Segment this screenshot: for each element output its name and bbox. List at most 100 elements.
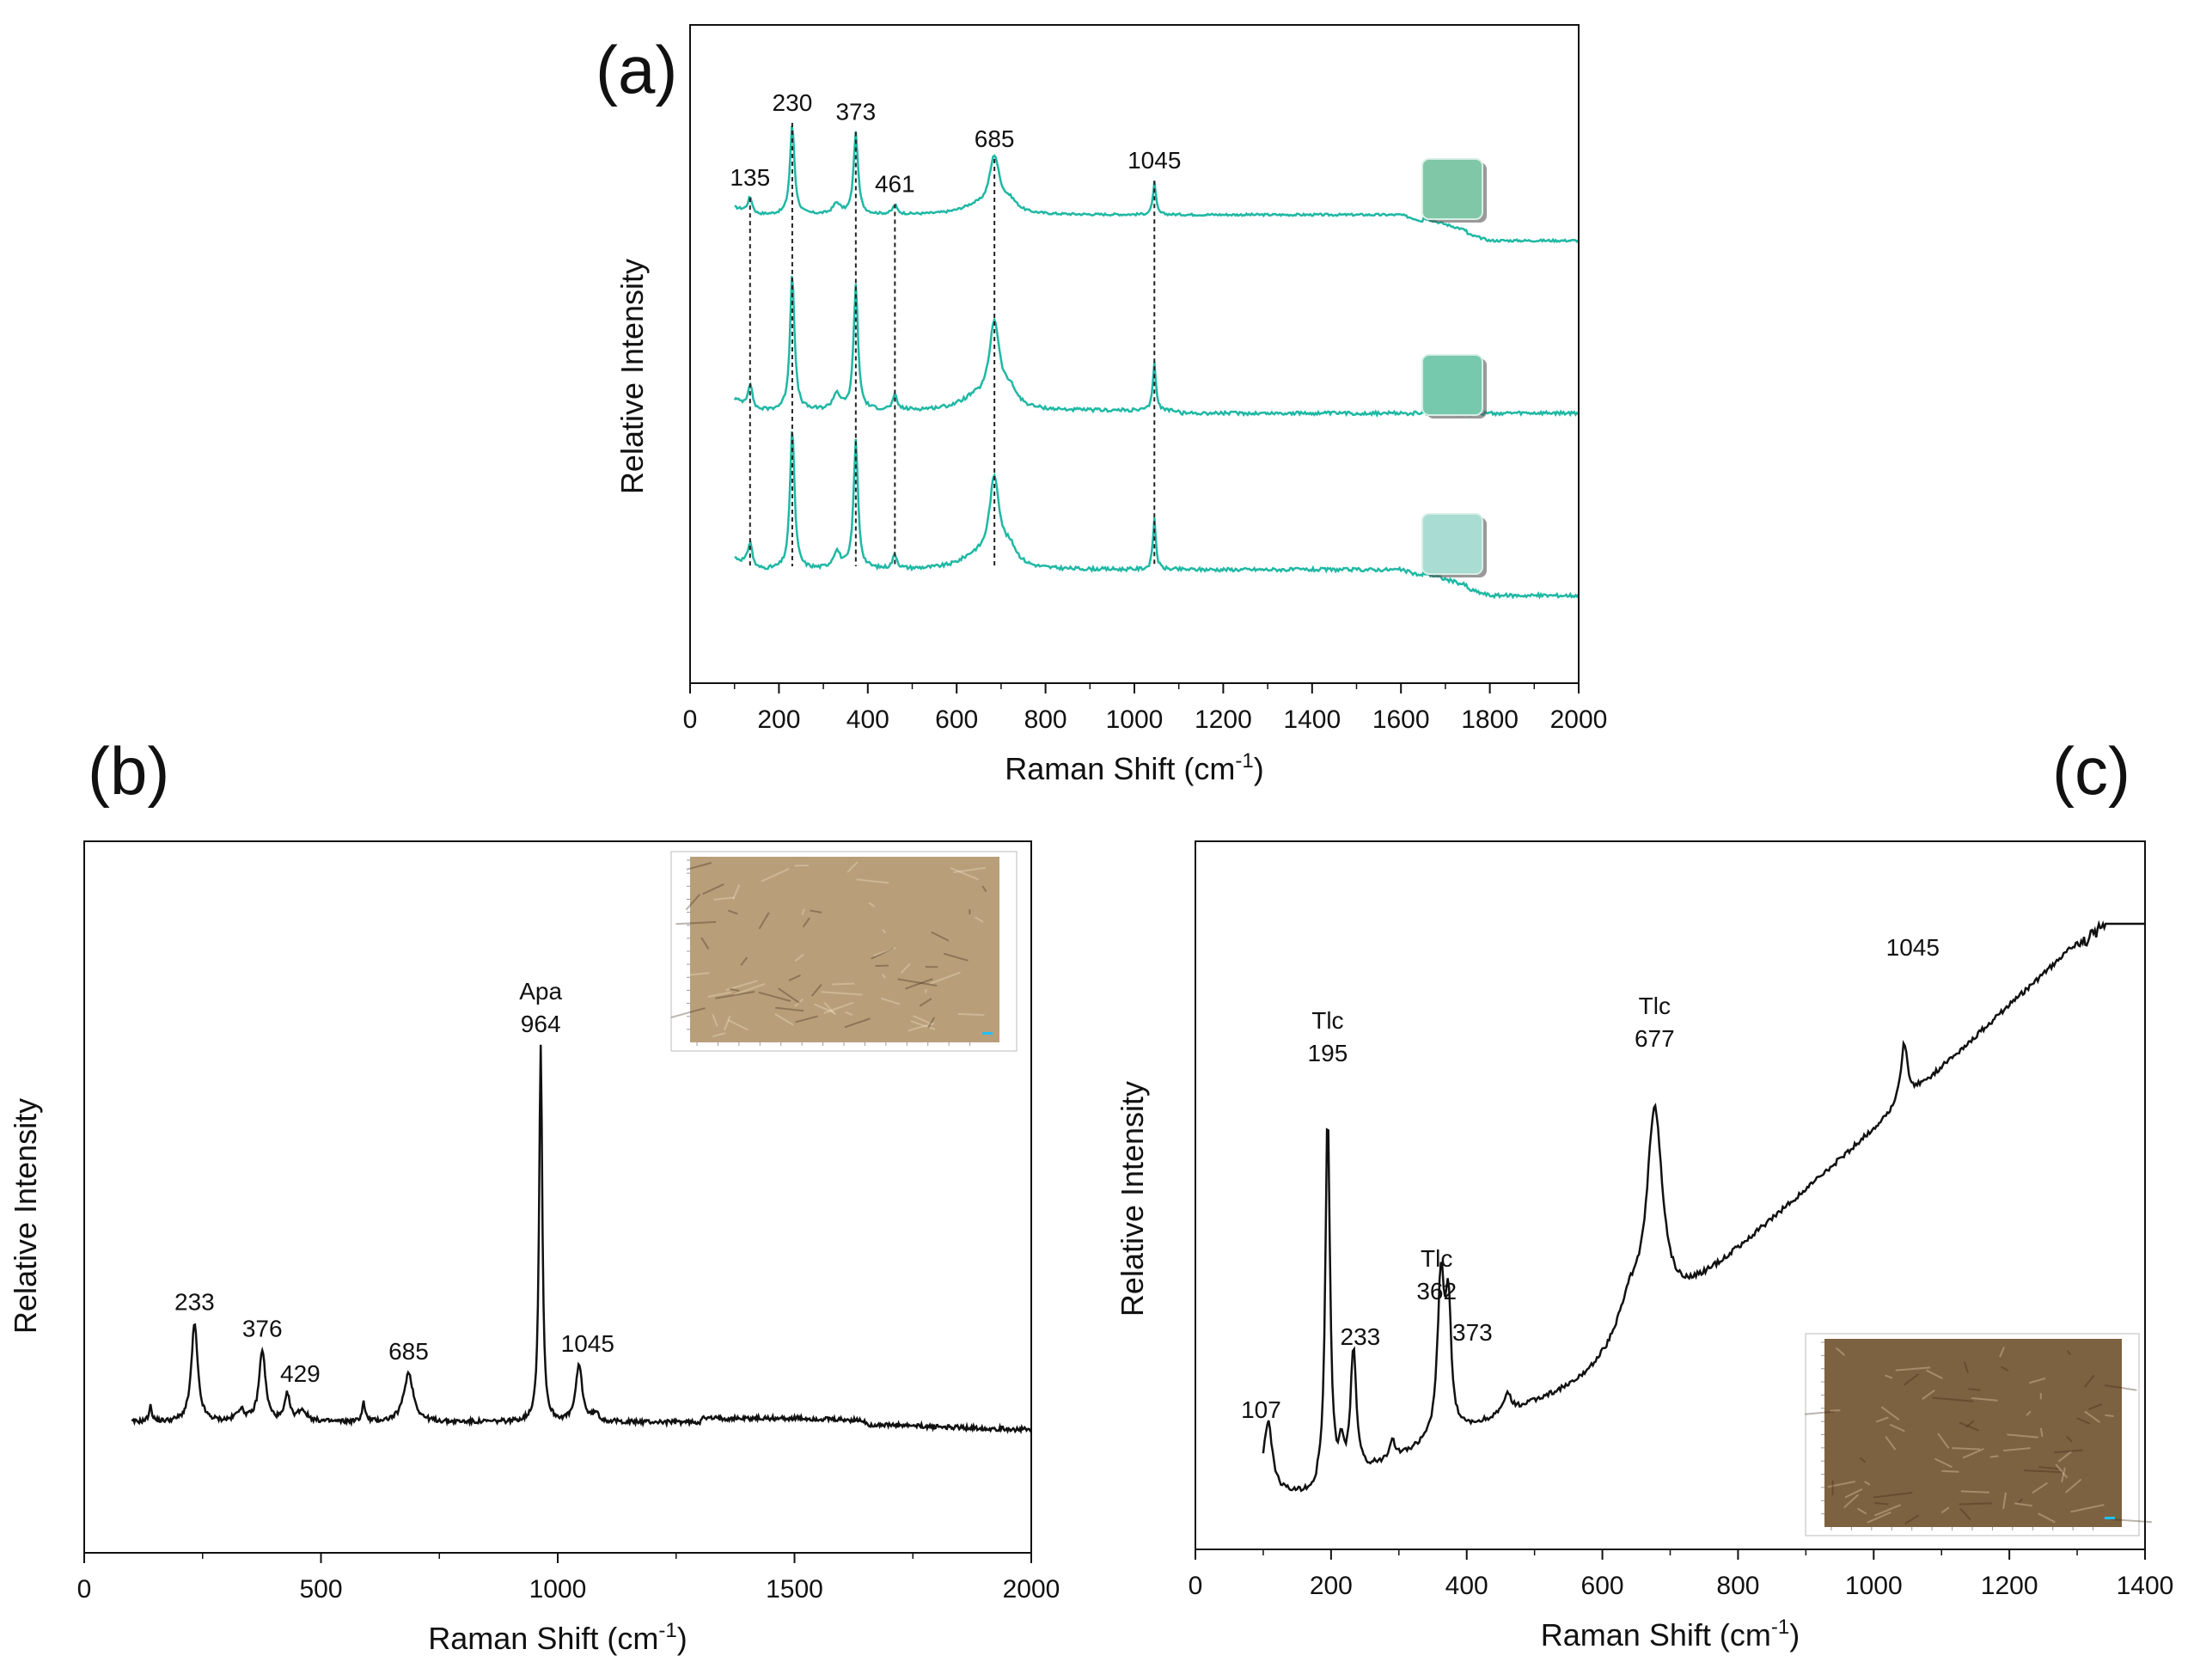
texture-streak [802,917,810,928]
texture-streak [1880,1406,1900,1421]
x-tick-label: 1200 [1981,1572,2038,1600]
x-tick-label: 1000 [1845,1572,1903,1600]
y-axis-label: Relative Intensity [1115,1081,1150,1317]
scale-bar [982,1032,993,1035]
texture-streak [2057,1451,2072,1463]
texture-streak [908,1022,935,1032]
texture-streak [2017,1498,2023,1504]
peak-label-373: 373 [835,99,876,125]
texture-streak [1867,1511,1891,1524]
axes-a: 0 200 400 600 800 1000 1200 1400 1600 1800 2000 Ram… [614,24,1607,786]
x-tick-label: 200 [757,706,800,734]
texture-streak [2038,1466,2059,1470]
x-tick-label: 800 [1024,706,1067,734]
texture-streak [2001,1365,2009,1372]
x-axis-label: Raman Shift (cm-1) [428,1619,687,1656]
texture-streak [823,1002,837,1016]
texture-streak [1922,1389,1935,1400]
texture-streak [910,1020,936,1030]
texture-streak [953,866,986,874]
texture-streak [1873,1491,1913,1499]
texture-streak [733,982,766,996]
peak-label-1045: 1045 [561,1330,614,1357]
x-tick-label: 1500 [766,1575,823,1604]
texture-streak [1999,1347,2005,1358]
texture-streak [2053,1449,2083,1454]
x-tick-label: 1400 [1283,706,1341,734]
texture-streak [729,987,740,992]
texture-streak [810,909,822,913]
x-tick-label: 0 [77,1575,92,1604]
texture-streak [801,908,805,916]
peak-label-677: 677 [1635,1025,1675,1052]
texture-streak [1874,1501,1889,1506]
panel-label-c: (c) [2052,733,2130,809]
x-tick-label: 200 [1310,1572,1353,1600]
inset-photo-c [1805,1333,2152,1536]
texture-streak [788,974,801,981]
texture-streak [881,973,886,979]
texture-streak [900,962,911,974]
texture-streak [927,1017,936,1029]
texture-streak [715,991,755,999]
texture-streak [2014,1502,2033,1507]
texture-streak [2066,1350,2072,1356]
texture-streak [2003,1447,2031,1451]
texture-streak [957,1012,985,1017]
texture-streak [1844,1488,1863,1499]
texture-streak [732,884,741,900]
scale-bar [2105,1517,2115,1519]
peak-label-233: 233 [1341,1323,1381,1350]
texture-streak [2061,1467,2066,1482]
texture-streak [856,878,889,884]
texture-streak [2105,1414,2114,1417]
axes-b: 0 500 1000 1500 2000 Raman Shift (cm-1) Relati… [8,840,1060,1656]
texture-streak [913,1015,933,1026]
texture-streak [2055,1463,2069,1479]
texture-streak [1959,1421,1980,1432]
spectrum-line-c [1262,919,2145,1493]
texture-streak [1805,1410,1835,1415]
texture-streak [821,991,863,996]
x-axis-label: Raman Shift (cm-1) [1005,749,1263,786]
texture-streak [1952,1447,1981,1451]
peak-label-461: 461 [875,171,915,198]
texture-streak [761,868,790,883]
mineral-label-195: Tlc [1311,1007,1343,1034]
texture-streak [1941,1469,1959,1473]
inset-photo-b [670,851,1018,1052]
texture-streak [950,867,979,881]
mineral-label-677: Tlc [1639,993,1671,1019]
x-tick-label: 600 [935,706,978,734]
texture-streak [943,952,969,962]
texture-streak [2066,1435,2073,1443]
inset-micrograph [1824,1339,2122,1527]
x-tick-label: 400 [1445,1572,1488,1600]
peak-label-362: 362 [1416,1278,1457,1304]
inset-micrograph [690,857,999,1042]
texture-streak [1959,1502,1993,1506]
panel-label-b: (b) [88,733,170,809]
texture-streak [1904,1514,1920,1524]
texture-streak [845,1011,853,1017]
x-tick-label: 0 [1189,1572,1203,1600]
texture-streak [1940,1506,1950,1514]
x-tick-label: 400 [846,706,889,734]
texture-streak [1864,1481,1871,1486]
texture-streak [2038,1512,2056,1524]
x-tick-label: 1000 [1106,706,1164,734]
texture-streak [712,1014,718,1027]
texture-streak [1932,1396,1974,1402]
texture-streak [713,896,736,901]
texture-streak [724,1015,731,1031]
texture-streak [1971,1397,1998,1402]
texture-streak [2026,1410,2032,1416]
x-tick-label: 800 [1716,1572,1759,1600]
texture-streak [685,893,701,911]
x-tick-label: 1800 [1461,706,1519,734]
texture-streak [794,953,804,962]
peak-label-376: 376 [242,1315,283,1341]
peak-label-685: 685 [975,125,1015,152]
peak-label-685: 685 [388,1338,429,1365]
